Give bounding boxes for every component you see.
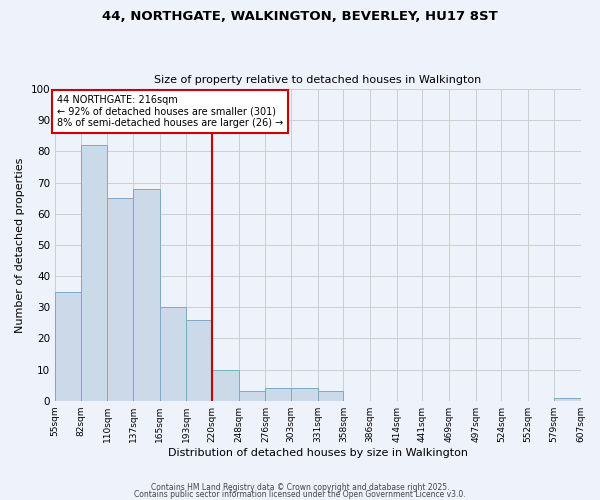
Text: Contains HM Land Registry data © Crown copyright and database right 2025.: Contains HM Land Registry data © Crown c…	[151, 484, 449, 492]
Bar	[318, 392, 343, 400]
Bar	[265, 388, 291, 400]
Bar	[160, 307, 187, 400]
Text: 44, NORTHGATE, WALKINGTON, BEVERLEY, HU17 8ST: 44, NORTHGATE, WALKINGTON, BEVERLEY, HU1…	[102, 10, 498, 23]
Bar	[239, 392, 265, 400]
Title: Size of property relative to detached houses in Walkington: Size of property relative to detached ho…	[154, 76, 481, 86]
Bar	[554, 398, 581, 400]
Bar	[291, 388, 318, 400]
Bar	[81, 145, 107, 401]
Text: Contains public sector information licensed under the Open Government Licence v3: Contains public sector information licen…	[134, 490, 466, 499]
Bar	[212, 370, 239, 400]
X-axis label: Distribution of detached houses by size in Walkington: Distribution of detached houses by size …	[168, 448, 468, 458]
Bar	[55, 292, 81, 401]
Bar	[187, 320, 212, 400]
Y-axis label: Number of detached properties: Number of detached properties	[15, 157, 25, 332]
Bar	[133, 189, 160, 400]
Text: 44 NORTHGATE: 216sqm
← 92% of detached houses are smaller (301)
8% of semi-detac: 44 NORTHGATE: 216sqm ← 92% of detached h…	[57, 96, 283, 128]
Bar	[107, 198, 133, 400]
